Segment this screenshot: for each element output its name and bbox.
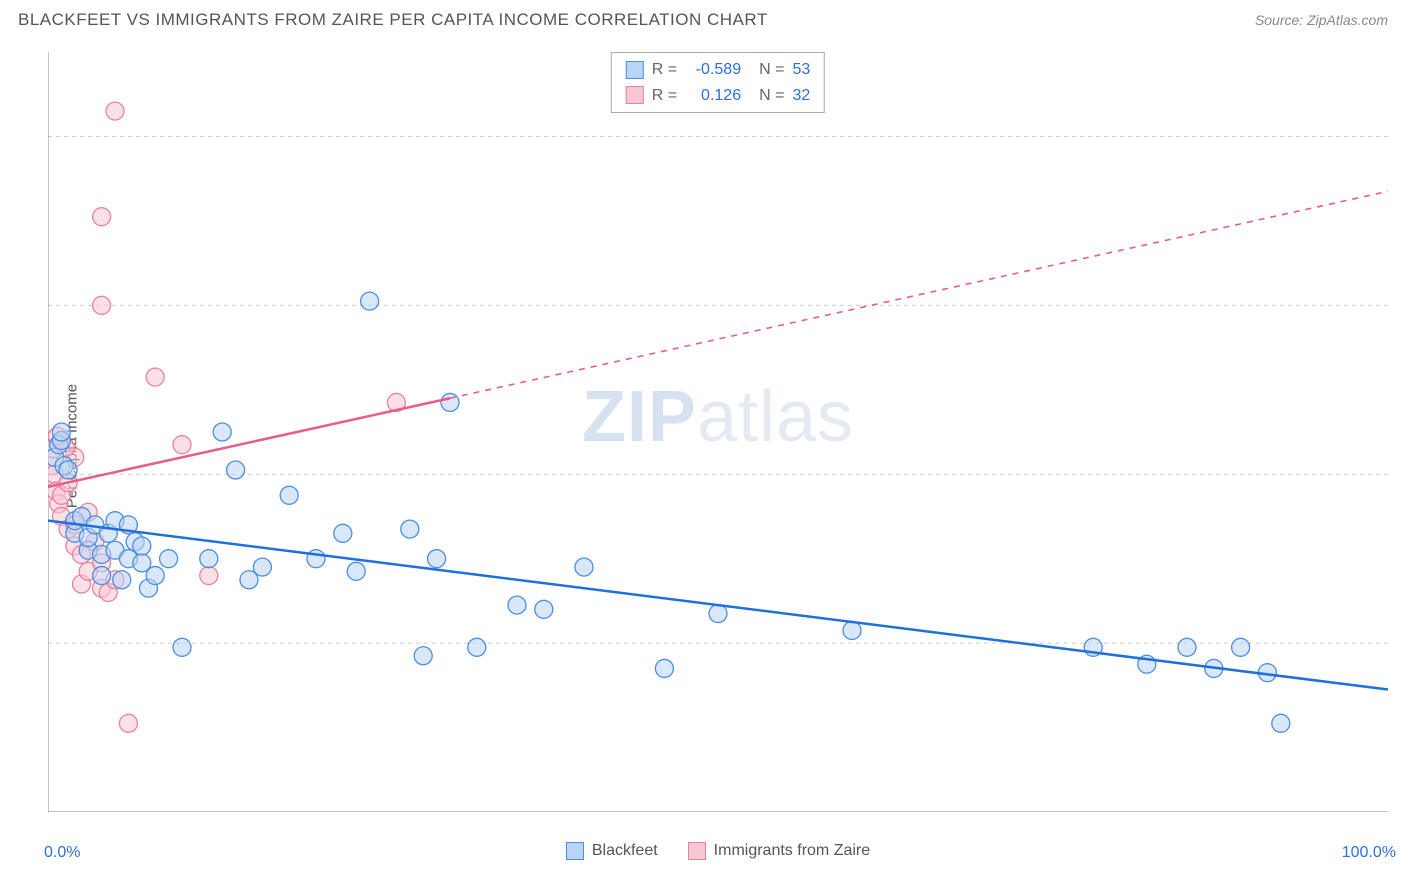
legend-item-zaire: Immigrants from Zaire	[688, 842, 870, 860]
chart-area: ZIPatlas R = -0.589 N = 53 R = 0.126 N =…	[48, 52, 1388, 812]
legend-series: Blackfeet Immigrants from Zaire	[48, 842, 1388, 860]
legend-swatch-pink-icon	[688, 842, 706, 860]
legend-swatch-blue	[626, 61, 644, 79]
chart-title: BLACKFEET VS IMMIGRANTS FROM ZAIRE PER C…	[18, 10, 768, 30]
scatter-plot	[48, 52, 1388, 812]
x-tick-max: 100.0%	[1342, 844, 1396, 862]
x-tick-min: 0.0%	[44, 844, 80, 862]
source-label: Source: ZipAtlas.com	[1255, 12, 1388, 28]
legend-row-blue: R = -0.589 N = 53	[626, 57, 810, 83]
legend-correlation: R = -0.589 N = 53 R = 0.126 N = 32	[611, 52, 825, 113]
legend-swatch-blue-icon	[566, 842, 584, 860]
legend-item-blackfeet: Blackfeet	[566, 842, 658, 860]
legend-row-pink: R = 0.126 N = 32	[626, 83, 810, 109]
legend-swatch-pink	[626, 86, 644, 104]
